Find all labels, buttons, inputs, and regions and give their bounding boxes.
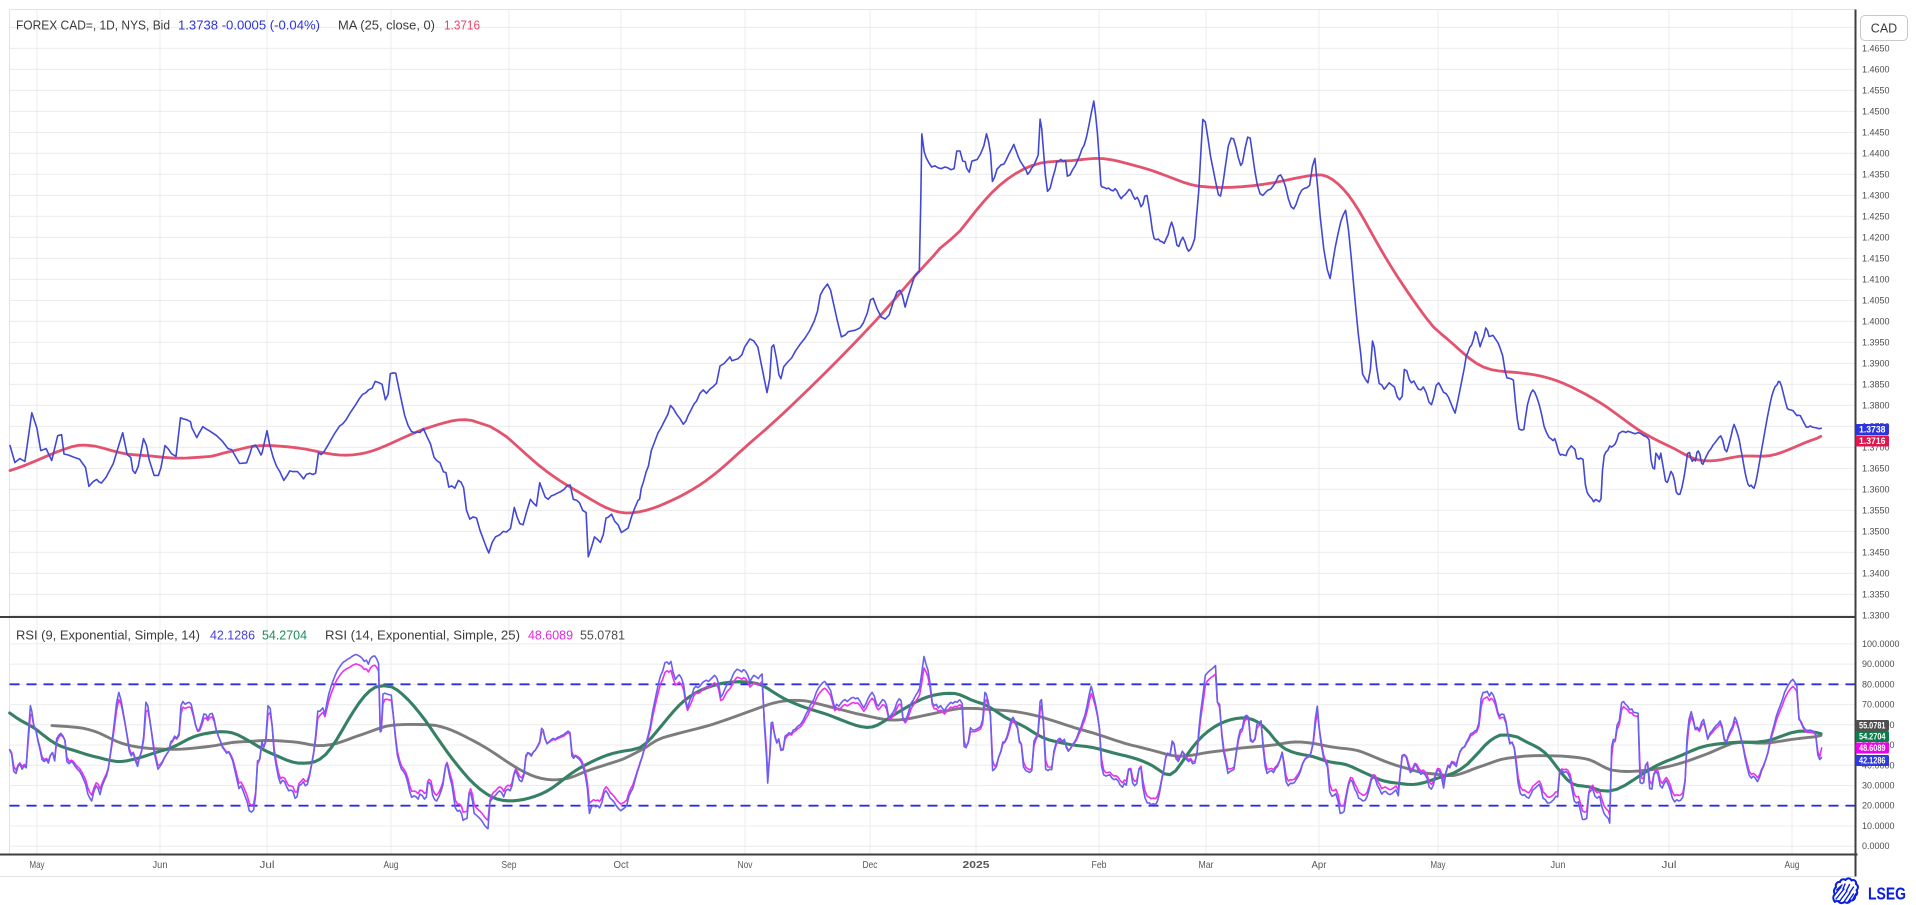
svg-text:55.0781: 55.0781 — [1859, 721, 1886, 731]
svg-text:42.1286: 42.1286 — [1859, 756, 1886, 766]
svg-text:Apr: Apr — [1312, 859, 1327, 871]
svg-text:LSEG: LSEG — [1868, 884, 1906, 904]
svg-text:1.4300: 1.4300 — [1862, 190, 1890, 200]
svg-text:RSI (14, Exponential, Simple,: RSI (14, Exponential, Simple, 25) — [325, 628, 520, 643]
svg-text:1.3800: 1.3800 — [1862, 400, 1890, 410]
svg-text:1.3850: 1.3850 — [1862, 379, 1890, 389]
svg-text:48.6089: 48.6089 — [1859, 743, 1886, 753]
svg-text:2025: 2025 — [963, 859, 990, 871]
svg-text:1.3716: 1.3716 — [1859, 436, 1886, 446]
svg-text:1.3350: 1.3350 — [1862, 589, 1890, 599]
svg-text:FOREX CAD=, 1D, NYS, Bid: FOREX CAD=, 1D, NYS, Bid — [16, 18, 170, 33]
svg-text:Dec: Dec — [863, 859, 878, 871]
svg-text:30.0000: 30.0000 — [1862, 781, 1895, 791]
svg-text:1.4550: 1.4550 — [1862, 85, 1890, 95]
svg-text:Jul: Jul — [1662, 859, 1677, 871]
svg-text:Aug: Aug — [1785, 859, 1800, 871]
svg-text:CAD: CAD — [1871, 22, 1897, 36]
svg-text:1.4100: 1.4100 — [1862, 274, 1890, 284]
svg-text:1.4500: 1.4500 — [1862, 106, 1890, 116]
svg-text:MA (25, close, 0): MA (25, close, 0) — [338, 18, 435, 33]
svg-text:54.2704: 54.2704 — [262, 628, 307, 643]
svg-text:1.4200: 1.4200 — [1862, 232, 1890, 242]
svg-text:1.3600: 1.3600 — [1862, 484, 1890, 494]
svg-text:1.3400: 1.3400 — [1862, 568, 1890, 578]
svg-text:1.3650: 1.3650 — [1862, 463, 1890, 473]
svg-text:1.3500: 1.3500 — [1862, 526, 1890, 536]
svg-text:1.4600: 1.4600 — [1862, 64, 1890, 74]
svg-text:1.4050: 1.4050 — [1862, 295, 1890, 305]
svg-text:1.3716: 1.3716 — [444, 18, 480, 33]
svg-text:1.4450: 1.4450 — [1862, 127, 1890, 137]
svg-text:Sep: Sep — [502, 859, 517, 871]
svg-text:20.0000: 20.0000 — [1862, 801, 1895, 811]
svg-text:0.0000: 0.0000 — [1862, 841, 1890, 851]
svg-text:Jul: Jul — [260, 859, 275, 871]
svg-text:Aug: Aug — [384, 859, 399, 871]
svg-text:1.4650: 1.4650 — [1862, 43, 1890, 53]
svg-text:Mar: Mar — [1199, 859, 1214, 871]
svg-text:RSI (9, Exponential, Simple, 1: RSI (9, Exponential, Simple, 14) — [16, 628, 200, 643]
svg-text:1.4000: 1.4000 — [1862, 316, 1890, 326]
svg-text:1.3900: 1.3900 — [1862, 358, 1890, 368]
svg-text:90.0000: 90.0000 — [1862, 659, 1895, 669]
svg-text:100.0000: 100.0000 — [1862, 639, 1900, 649]
svg-text:Feb: Feb — [1092, 859, 1107, 871]
svg-text:Jun: Jun — [153, 859, 168, 871]
svg-text:1.3738 -0.0005 (-0.04%): 1.3738 -0.0005 (-0.04%) — [178, 18, 320, 33]
svg-text:1.4150: 1.4150 — [1862, 253, 1890, 263]
svg-text:Jun: Jun — [1551, 859, 1566, 871]
svg-text:Nov: Nov — [738, 859, 754, 871]
svg-text:1.3738: 1.3738 — [1859, 425, 1886, 435]
svg-text:48.6089: 48.6089 — [528, 628, 573, 643]
svg-text:80.0000: 80.0000 — [1862, 679, 1895, 689]
svg-text:May: May — [1431, 859, 1447, 871]
svg-text:May: May — [30, 859, 46, 871]
svg-text:70.0000: 70.0000 — [1862, 700, 1895, 710]
svg-text:54.2704: 54.2704 — [1859, 732, 1886, 742]
svg-text:42.1286: 42.1286 — [210, 628, 255, 643]
svg-text:1.3950: 1.3950 — [1862, 337, 1890, 347]
svg-text:1.4350: 1.4350 — [1862, 169, 1890, 179]
svg-text:1.3550: 1.3550 — [1862, 505, 1890, 515]
svg-text:1.3700: 1.3700 — [1862, 442, 1890, 452]
svg-text:10.0000: 10.0000 — [1862, 821, 1895, 831]
svg-text:1.3450: 1.3450 — [1862, 547, 1890, 557]
svg-text:1.4250: 1.4250 — [1862, 211, 1890, 221]
svg-text:Oct: Oct — [614, 859, 629, 871]
svg-text:1.3300: 1.3300 — [1862, 610, 1890, 620]
svg-text:55.0781: 55.0781 — [580, 628, 625, 643]
svg-text:1.4400: 1.4400 — [1862, 148, 1890, 158]
